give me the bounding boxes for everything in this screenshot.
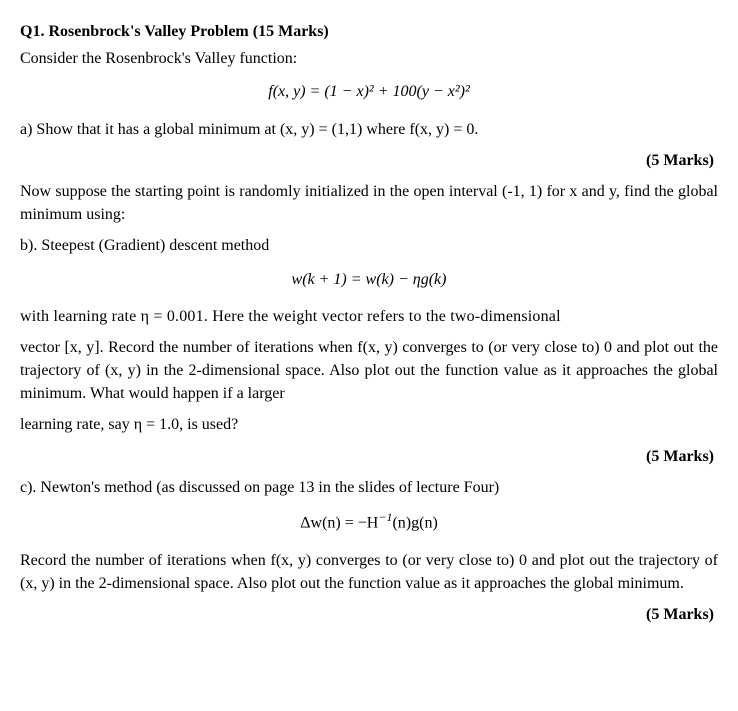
c-para: Record the number of iterations when f(x…	[20, 549, 718, 595]
equation-b: w(k + 1) = w(k) − ηg(k)	[20, 268, 718, 291]
part-c-label: c). Newton's method (as discussed on pag…	[20, 476, 718, 499]
marks-b: (5 Marks)	[20, 445, 714, 468]
equation-c-sup: −1	[378, 510, 392, 524]
equation-c-lhs: Δw(n) = −H	[300, 514, 378, 531]
suppose-text: Now suppose the starting point is random…	[20, 180, 718, 226]
intro-text: Consider the Rosenbrock's Valley functio…	[20, 47, 718, 70]
b-para-1: with learning rate η = 0.001. Here the w…	[20, 305, 718, 328]
question-title: Q1. Rosenbrock's Valley Problem (15 Mark…	[20, 20, 718, 43]
b-para-2: vector [x, y]. Record the number of iter…	[20, 336, 718, 406]
title-text: Q1. Rosenbrock's Valley Problem (15 Mark…	[20, 23, 329, 40]
equation-b-text: w(k + 1) = w(k) − ηg(k)	[292, 271, 447, 288]
marks-c: (5 Marks)	[20, 603, 714, 626]
equation-c-rhs: (n)g(n)	[392, 514, 437, 531]
marks-a: (5 Marks)	[20, 149, 714, 172]
main-equation: f(x, y) = (1 − x)² + 100(y − x²)²	[20, 80, 718, 103]
part-a-text: a) Show that it has a global minimum at …	[20, 118, 718, 141]
equation-c: Δw(n) = −H−1(n)g(n)	[20, 509, 718, 535]
part-b-label: b). Steepest (Gradient) descent method	[20, 234, 718, 257]
b-para-3: learning rate, say η = 1.0, is used?	[20, 413, 718, 436]
equation-text: f(x, y) = (1 − x)² + 100(y − x²)²	[268, 83, 470, 100]
